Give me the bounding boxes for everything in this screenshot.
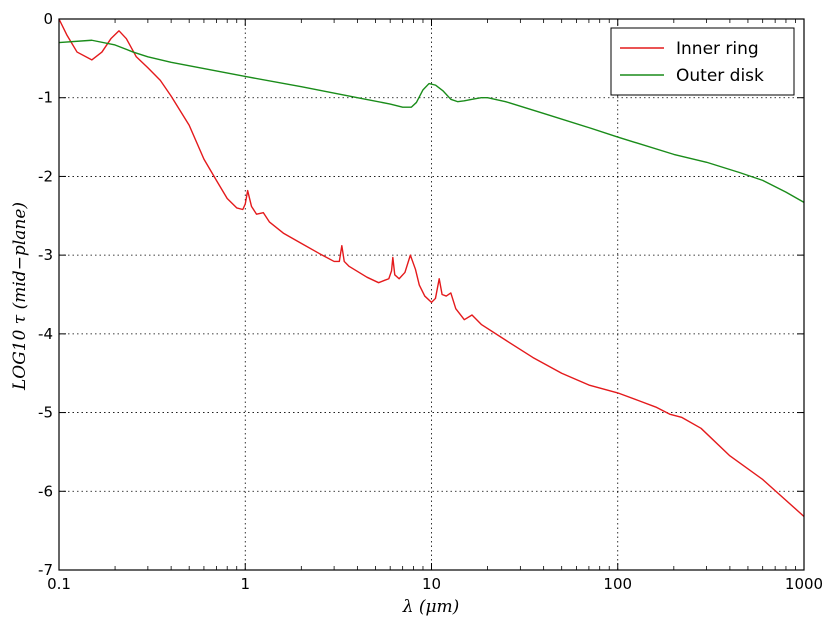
series-layer bbox=[58, 18, 805, 517]
y-tick-label: 0 bbox=[43, 10, 53, 28]
y-tick-label: -3 bbox=[38, 246, 53, 264]
y-tick-label: -6 bbox=[38, 482, 53, 500]
y-tick-label: -5 bbox=[38, 404, 53, 422]
x-tick-label: 1 bbox=[240, 575, 250, 593]
x-tick-label: 100 bbox=[603, 575, 632, 593]
y-tick-label: -2 bbox=[38, 167, 53, 185]
x-tick-label: 1000 bbox=[785, 575, 823, 593]
y-tick-label: -4 bbox=[38, 325, 53, 343]
y-tick-label: -7 bbox=[38, 561, 53, 579]
y-ticks: 0 -1 -2 -3 -4 -5 -6 -7 bbox=[38, 10, 804, 579]
legend-label-inner-ring: Inner ring bbox=[676, 39, 759, 59]
series-line-inner-ring bbox=[58, 18, 805, 517]
x-tick-label: 0.1 bbox=[47, 575, 71, 593]
x-tick-label: 10 bbox=[422, 575, 441, 593]
y-axis-label: LOG10 τ (mid−plane) bbox=[10, 202, 30, 391]
x-ticks: 0.1 1 10 100 1000 bbox=[47, 19, 823, 593]
grid bbox=[59, 19, 804, 570]
series-line-outer-disk bbox=[58, 39, 805, 204]
legend-label-outer-disk: Outer disk bbox=[676, 66, 764, 86]
legend: Inner ring Outer disk bbox=[610, 27, 795, 96]
y-tick-label: -1 bbox=[38, 89, 53, 107]
legend-box bbox=[610, 27, 795, 96]
x-axis-label: λ (μm) bbox=[402, 597, 460, 617]
